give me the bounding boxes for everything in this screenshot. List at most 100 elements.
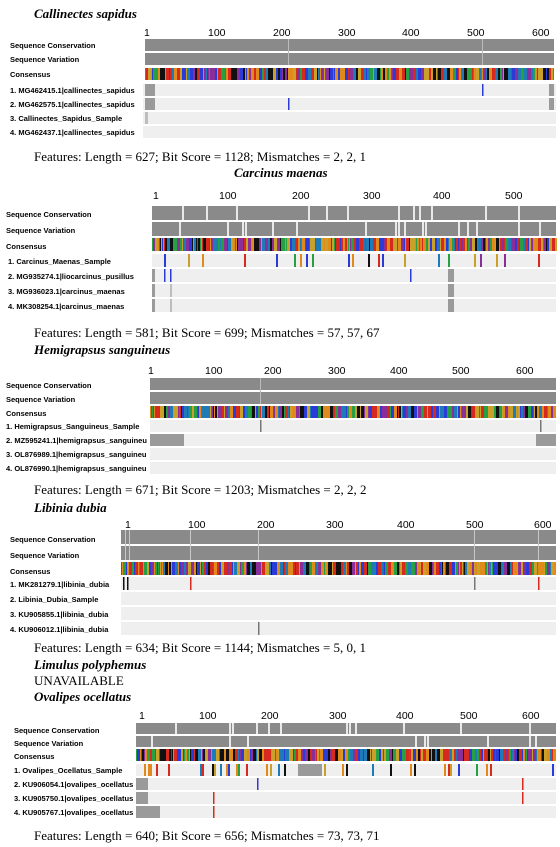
consensus-base: [288, 68, 290, 80]
sequence-label[interactable]: 1. MK281279.1|libinia_dubia: [10, 580, 110, 589]
consensus-base: [311, 406, 313, 418]
sequence-row[interactable]: [152, 284, 556, 297]
consensus-base: [494, 406, 496, 418]
sequence-row[interactable]: [150, 434, 556, 446]
consensus-base: [479, 406, 480, 418]
consensus-base: [280, 68, 282, 80]
consensus-base: [341, 562, 343, 575]
sequence-row[interactable]: [121, 622, 556, 635]
sequence-row[interactable]: [143, 126, 556, 138]
consensus-base: [345, 238, 347, 251]
sequence-row[interactable]: [136, 806, 556, 818]
consensus-base: [469, 749, 472, 761]
sequence-row[interactable]: [136, 778, 556, 790]
sequence-label[interactable]: 3. KU905750.1|ovalipes_ocellatus: [14, 794, 134, 803]
consensus-base: [203, 749, 205, 761]
consensus-base: [417, 562, 420, 575]
consensus-base: [467, 749, 469, 761]
consensus-base: [416, 749, 418, 761]
sequence-label[interactable]: 4. MG462437.1|callinectes_sapidus: [10, 128, 135, 137]
variant-mark: [438, 254, 440, 267]
sequence-row[interactable]: [121, 592, 556, 605]
sequence-row[interactable]: [150, 462, 556, 474]
consensus-base: [206, 238, 209, 251]
sequence-row[interactable]: [152, 269, 556, 282]
consensus-base: [350, 749, 353, 761]
sequence-row[interactable]: [143, 98, 556, 110]
sequence-label[interactable]: 2. Libinia_Dubia_Sample: [10, 595, 99, 604]
consensus-base: [248, 406, 251, 418]
consensus-base: [488, 562, 489, 575]
consensus-base: [400, 562, 402, 575]
sequence-label[interactable]: 4. KU906012.1|libinia_dubia: [10, 625, 109, 634]
consensus-base: [394, 562, 397, 575]
consensus-base: [458, 68, 459, 80]
sequence-label[interactable]: 2. MG462575.1|callinectes_sapidus: [10, 100, 135, 109]
sequence-row[interactable]: [143, 84, 556, 96]
consensus-base: [253, 749, 255, 761]
consensus-base: [300, 562, 303, 575]
consensus-base: [380, 68, 381, 80]
consensus-base: [474, 749, 475, 761]
sequence-row[interactable]: [121, 577, 556, 590]
ruler-tick: 100: [188, 519, 206, 531]
sequence-label[interactable]: 4. KU905767.1|ovalipes_ocellatus: [14, 808, 134, 817]
consensus-base: [281, 238, 283, 251]
sequence-label[interactable]: 1. Carcinus_Maenas_Sample: [8, 257, 111, 266]
consensus-base: [341, 406, 343, 418]
variation-gap: [242, 222, 244, 236]
sequence-row[interactable]: [136, 792, 556, 804]
sequence-label[interactable]: 3. Callinectes_Sapidus_Sample: [10, 114, 123, 123]
consensus-base: [271, 562, 272, 575]
consensus-base: [184, 406, 187, 418]
consensus-base: [347, 238, 348, 251]
consensus-base: [364, 749, 367, 761]
ruler-tick: 200: [261, 710, 279, 722]
sequence-label[interactable]: 1. MG462415.1|callinectes_sapidus: [10, 86, 135, 95]
consensus-base: [265, 238, 268, 251]
consensus-base: [352, 406, 355, 418]
consensus-base: [437, 68, 438, 80]
consensus-base: [338, 68, 340, 80]
consensus-base: [348, 68, 349, 80]
consensus-base: [541, 749, 542, 761]
consensus-base: [181, 406, 182, 418]
sequence-label[interactable]: 2. MG935274.1|liocarcinus_pusillus: [8, 272, 134, 281]
consensus-base: [496, 749, 499, 761]
consensus-base: [551, 406, 553, 418]
consensus-base: [202, 238, 203, 251]
consensus-base: [520, 238, 523, 251]
sequence-label[interactable]: 2. MZ595241.1|hemigrapsus_sanguineu: [6, 436, 147, 445]
consensus-base: [336, 238, 339, 251]
variant-mark: [382, 254, 384, 267]
consensus-base: [194, 562, 196, 575]
sequence-row[interactable]: [152, 254, 556, 267]
consensus-base: [258, 406, 260, 418]
consensus-base: [184, 562, 186, 575]
consensus-base: [472, 562, 474, 575]
consensus-base: [206, 562, 208, 575]
consensus-base: [544, 749, 547, 761]
sequence-label[interactable]: 3. KU905855.1|libinia_dubia: [10, 610, 109, 619]
consensus-base: [499, 749, 500, 761]
consensus-base: [349, 238, 350, 251]
sequence-label[interactable]: 2. KU906054.1|ovalipes_ocellatus: [14, 780, 134, 789]
sequence-label[interactable]: 3. OL876989.1|hemigrapsus_sanguineu: [6, 450, 147, 459]
consensus-base: [486, 238, 488, 251]
consensus-base: [512, 749, 514, 761]
sequence-label[interactable]: 1. Hemigrapsus_Sanguineus_Sample: [6, 422, 140, 431]
sequence-label[interactable]: 4. OL876990.1|hemigrapsus_sanguineu: [6, 464, 147, 473]
consensus-base: [218, 238, 220, 251]
sequence-row[interactable]: [150, 420, 556, 432]
sequence-row[interactable]: [121, 607, 556, 620]
sequence-row[interactable]: [152, 299, 556, 312]
sequence-label[interactable]: 3. MG936023.1|carcinus_maenas: [8, 287, 125, 296]
sequence-row[interactable]: [150, 448, 556, 460]
consensus-base: [220, 238, 221, 251]
variation-gap: [458, 222, 460, 236]
sequence-label[interactable]: 1. Ovalipes_Ocellatus_Sample: [14, 766, 123, 775]
consensus-base: [412, 562, 415, 575]
sequence-label[interactable]: 4. MK308254.1|carcinus_maenas: [8, 302, 125, 311]
consensus-base: [315, 749, 316, 761]
sequence-row[interactable]: [143, 112, 556, 124]
